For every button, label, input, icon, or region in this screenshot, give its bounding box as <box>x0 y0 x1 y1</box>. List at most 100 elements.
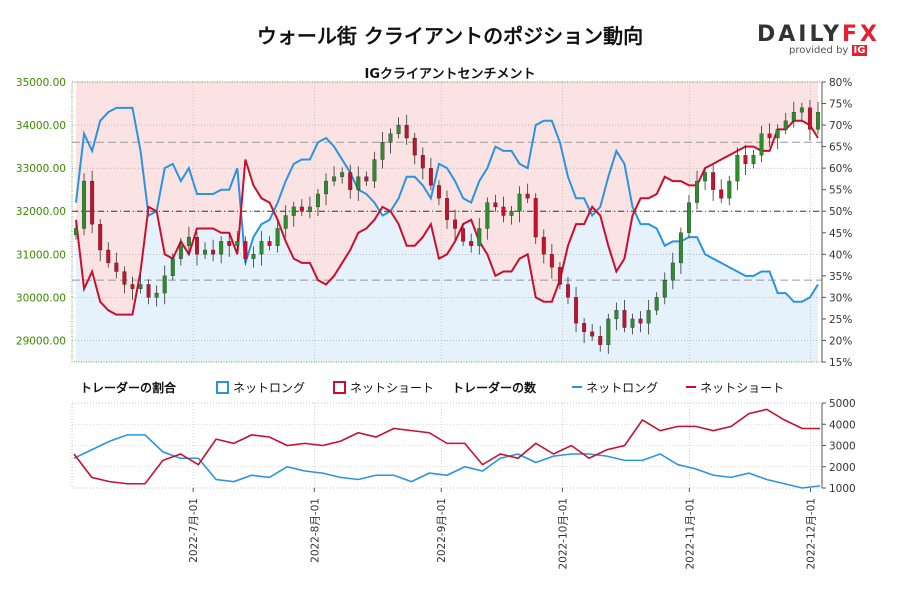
pct-tick-label: 25% <box>829 314 852 326</box>
pct-tick-label: 40% <box>829 249 852 261</box>
candle-body <box>243 241 248 259</box>
candle-body <box>638 318 643 324</box>
candle-body <box>251 254 256 259</box>
dailyfx-logo[interactable]: DAILYFX provided by IG <box>757 22 877 56</box>
pct-tick-label: 20% <box>829 335 852 347</box>
candle-body <box>259 241 264 255</box>
price-tick-label: 30000.00 <box>16 292 66 304</box>
count-tick-label: 4000 <box>829 419 856 431</box>
logo-fx: FX <box>842 22 880 47</box>
candle-body <box>566 284 570 298</box>
candle-body <box>654 297 659 311</box>
pct-tick-label: 80% <box>829 77 852 89</box>
logo-wordmark: DAILYFX <box>757 22 877 47</box>
price-tick-label: 33000.00 <box>16 163 66 175</box>
candle-body <box>469 241 474 246</box>
candle-body <box>557 267 562 285</box>
price-tick-label: 31000.00 <box>16 249 66 261</box>
candle-body <box>662 280 667 298</box>
pct-tick-label: 15% <box>829 357 852 369</box>
long-pct-line <box>75 106 819 303</box>
candle-body <box>775 129 780 139</box>
candle-body <box>106 249 111 264</box>
count-tick-label: 3000 <box>829 441 856 453</box>
logo-provided-by: provided by IG <box>789 45 877 56</box>
candle-body <box>783 120 788 130</box>
count-short-line <box>73 408 820 485</box>
pct-tick-label: 70% <box>829 120 852 132</box>
legend-count-short[interactable]: ネットショート <box>686 379 784 396</box>
x-tick-label: 2022-12月-01 <box>805 498 817 570</box>
candle-body <box>517 193 522 212</box>
candle-body <box>493 202 498 208</box>
candle-body <box>767 133 772 139</box>
chart-subtitle: IGクライアントセンチメント <box>364 67 536 82</box>
candle-body <box>396 124 401 134</box>
candle-body <box>348 172 353 190</box>
logo-sub-text: provided by <box>789 45 849 56</box>
candle-body <box>380 142 385 160</box>
candle-body <box>622 310 627 328</box>
candle-body <box>219 241 224 255</box>
candle-body <box>74 228 78 236</box>
candle-body <box>372 159 377 182</box>
candle-body <box>743 155 748 164</box>
candle-body <box>90 180 95 225</box>
candle-body <box>799 107 804 113</box>
legend-ratio-short[interactable]: ネットショート <box>333 379 434 396</box>
candle-body <box>549 254 554 268</box>
candle-body <box>711 172 716 190</box>
price-tick-label: 32000.00 <box>16 206 66 218</box>
candle-body <box>590 331 595 337</box>
candle-body <box>283 215 288 229</box>
legend-ratio-long-swatch <box>216 380 230 394</box>
candle-body <box>162 275 167 294</box>
candle-body <box>122 271 127 285</box>
ig-logo: IG <box>851 45 868 56</box>
candle-body <box>203 249 208 255</box>
legend-count-short-swatch <box>686 386 697 388</box>
price-tick-label: 34000.00 <box>16 120 66 132</box>
candle-body <box>598 336 603 345</box>
legend-count-long-swatch <box>572 386 583 388</box>
candle-body <box>477 228 482 246</box>
candle-body <box>211 249 216 255</box>
candle-body <box>195 236 199 255</box>
pct-tick-label: 60% <box>829 163 852 175</box>
candle-body <box>428 168 433 186</box>
candle-body <box>670 262 675 281</box>
legend-ratio-long[interactable]: ネットロング <box>216 379 305 396</box>
candle-body <box>453 219 458 229</box>
candle-body <box>501 206 506 216</box>
chart-title: ウォール街 クライアントのポジション動向 <box>256 24 644 48</box>
legend-ratio-short-swatch <box>333 380 347 394</box>
candle-body <box>509 211 514 216</box>
candle-body <box>324 180 328 195</box>
pct-tick-label: 65% <box>829 142 852 154</box>
candle-body <box>154 292 159 298</box>
candle-body <box>170 258 175 276</box>
candle-body <box>816 112 820 130</box>
pct-tick-label: 45% <box>829 228 852 240</box>
candle-body <box>420 155 425 169</box>
price-tick-label: 35000.00 <box>16 77 66 89</box>
legend-ratio-short-label: ネットショート <box>350 380 435 395</box>
candle-body <box>727 180 732 199</box>
candle-body <box>82 180 87 229</box>
pct-tick-label: 30% <box>829 292 852 304</box>
count-tick-label: 1000 <box>829 483 856 495</box>
legend-count-long[interactable]: ネットロング <box>572 379 658 396</box>
candle-body <box>582 323 587 332</box>
count-tick-label: 2000 <box>829 462 856 474</box>
candle-body <box>759 133 764 156</box>
candle-body <box>412 137 417 156</box>
candle-body <box>735 155 740 182</box>
candle-body <box>299 206 304 212</box>
x-tick-label: 2022-10月-01 <box>557 498 569 570</box>
candle-body <box>356 176 361 190</box>
candle-body <box>574 297 579 324</box>
candle-body <box>267 241 272 246</box>
candle-body <box>332 176 337 182</box>
candle-body <box>130 284 135 289</box>
